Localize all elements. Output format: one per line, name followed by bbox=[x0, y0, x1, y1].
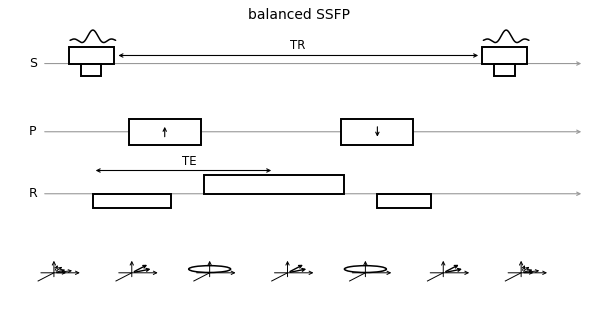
Bar bbox=[482, 47, 527, 64]
Bar bbox=[93, 194, 171, 208]
Bar bbox=[81, 64, 101, 76]
Bar bbox=[204, 175, 344, 194]
Bar bbox=[494, 64, 515, 76]
Bar bbox=[377, 194, 431, 208]
Text: TR: TR bbox=[290, 39, 305, 52]
Text: S: S bbox=[29, 57, 37, 70]
Text: P: P bbox=[29, 125, 37, 138]
Bar bbox=[341, 119, 413, 145]
Text: R: R bbox=[29, 187, 37, 200]
Text: balanced SSFP: balanced SSFP bbox=[249, 8, 350, 22]
Bar bbox=[69, 47, 114, 64]
Bar bbox=[129, 119, 201, 145]
Text: TE: TE bbox=[182, 155, 196, 168]
